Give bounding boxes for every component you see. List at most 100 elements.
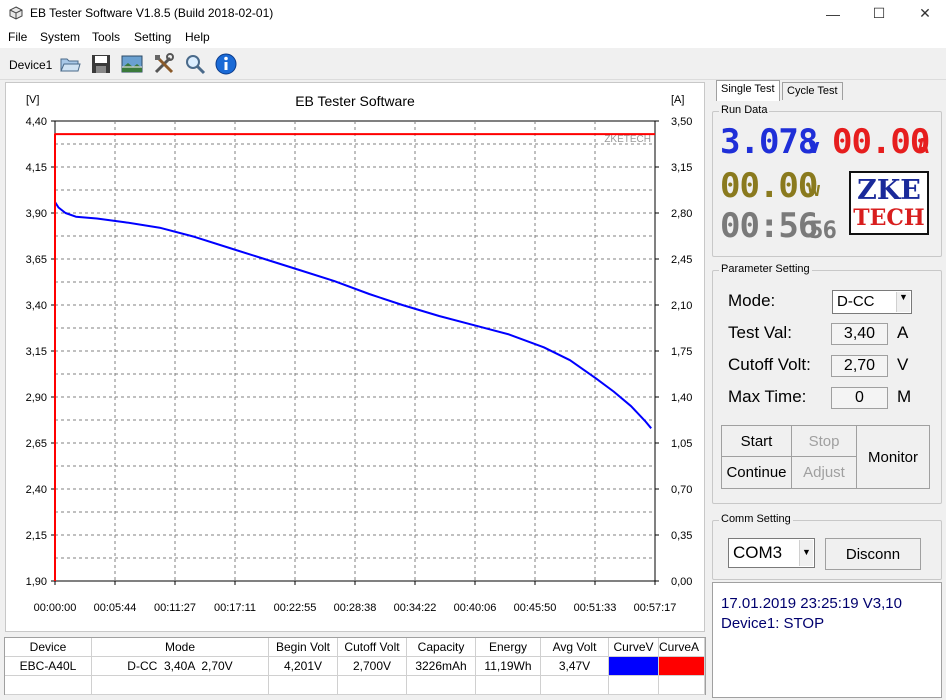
maximize-button[interactable]: ☐ [872,5,886,21]
parameter-setting-group: Parameter Setting Mode: D-CC ▼ Test Val:… [712,263,942,504]
table-cell-energy[interactable]: 11,19Wh [476,657,541,676]
header-capacity: Capacity [407,638,476,657]
chart-grid [55,121,655,581]
max-time-input[interactable]: 0 [831,387,888,409]
zke-tech-logo: ZKE TECH [849,171,929,235]
power-display: 00.00 [720,166,818,206]
title-bar: EB Tester Software V1.8.5 (Build 2018-02… [0,0,946,27]
test-val-input[interactable]: 3,40 [831,323,888,345]
x-tick-label: 00:00:00 [34,602,77,614]
table-cell-empty [609,676,659,695]
left-axis-ticks: 4,40 4,15 3,90 3,65 3,40 3,15 2,90 2,65 2,40 2,15… [26,116,55,588]
left-tick-label: 3,90 [26,208,47,220]
x-tick-label: 00:40:06 [454,602,497,614]
table-cell-begin-volt[interactable]: 4,201V [269,657,338,676]
x-tick-label: 00:17:11 [214,602,256,614]
time-seconds: 56 [809,216,837,244]
logo-text-tech: TECH [853,205,925,231]
cutoff-volt-input[interactable]: 2,70 [831,355,888,377]
save-icon[interactable] [89,52,113,76]
table-cell-empty [541,676,609,695]
menu-help[interactable]: Help [185,30,210,44]
left-tick-label: 2,40 [26,484,47,496]
status-device-line: Device1: STOP [721,615,825,632]
menu-setting[interactable]: Setting [134,30,172,44]
menu-file[interactable]: File [8,30,28,44]
start-button[interactable]: Start [721,425,792,457]
left-tick-label: 3,15 [26,346,47,358]
tab-single-test[interactable]: Single Test [716,80,780,101]
voltage-series-line [54,201,652,429]
left-tick-label: 3,65 [26,254,47,266]
magnifier-icon[interactable] [183,52,207,76]
header-curve-a: CurveA [659,638,705,657]
run-data-title: Run Data [719,104,770,116]
stop-button[interactable]: Stop [791,425,857,457]
table-cell-empty [269,676,338,695]
info-icon[interactable] [214,52,238,76]
window-title: EB Tester Software V1.8.5 (Build 2018-02… [30,6,274,20]
right-axis-unit: [A] [671,94,684,106]
menu-tools[interactable]: Tools [92,30,121,44]
right-tick-label: 0,00 [671,576,692,588]
x-tick-label: 00:28:38 [334,602,377,614]
test-val-unit: A [897,323,909,342]
adjust-button[interactable]: Adjust [791,456,857,489]
voltage-display: 3.078 [720,122,818,162]
continue-button[interactable]: Continue [721,456,792,489]
table-cell-mode[interactable]: D-CC 3,40A 2,70V [92,657,269,676]
left-tick-label: 4,40 [26,116,47,128]
right-tick-label: 1,40 [671,392,692,404]
current-unit: A [917,134,929,158]
comm-setting-title: Comm Setting [719,513,793,525]
mode-value: D-CC [837,293,875,310]
table-cell-empty [338,676,407,695]
table-cell-curve-v-swatch[interactable] [609,657,659,676]
chart-watermark: ZKETECH [604,134,651,145]
table-cell-device[interactable]: EBC-A40L [5,657,92,676]
table-cell-capacity[interactable]: 3226mAh [407,657,476,676]
menu-system[interactable]: System [40,30,81,44]
chevron-down-icon[interactable]: ▼ [896,292,910,312]
table-cell-avg-volt[interactable]: 3,47V [541,657,609,676]
toolbar: Device1 [0,48,946,80]
tab-cycle-test[interactable]: Cycle Test [782,82,843,100]
disconnect-button[interactable]: Disconn [825,538,921,570]
com-port-select[interactable]: COM3 ▼ [728,538,815,568]
run-data-group: Run Data 3.078 v 00.00 A 00.00 w 00:56 5… [712,104,942,257]
table-cell-cutoff-volt[interactable]: 2,700V [338,657,407,676]
left-axis-unit: [V] [26,94,39,106]
header-cutoff-volt: Cutoff Volt [338,638,407,657]
right-tick-label: 2,10 [671,300,692,312]
status-timestamp-line: 17.01.2019 23:25:19 V3,10 [721,595,902,612]
x-axis-ticks: 00:00:00 00:05:44 00:11:27 00:17:11 00:22:55… [34,581,677,614]
close-button[interactable]: ✕ [919,5,931,21]
left-tick-label: 4,15 [26,162,47,174]
device-label[interactable]: Device1 [9,58,53,72]
right-axis-ticks: 3,50 3,15 2,80 2,45 2,10 1,75 1,40 1,05 0,70 0,35… [655,116,692,588]
chart-title: EB Tester Software [295,93,415,109]
cutoff-volt-label: Cutoff Volt: [728,355,811,374]
right-tick-label: 3,50 [671,116,692,128]
left-tick-label: 2,90 [26,392,47,404]
comm-setting-group: Comm Setting COM3 ▼ Disconn [712,513,942,580]
x-tick-label: 00:22:55 [274,602,317,614]
test-val-label: Test Val: [728,323,792,342]
table-cell-curve-a-swatch[interactable] [659,657,705,676]
chart-area: EB Tester Software [V] [A] 4,40 4,15 3,90 3… [5,82,705,632]
chevron-down-icon[interactable]: ▼ [799,540,813,566]
header-curve-v: CurveV [609,638,659,657]
parameter-setting-title: Parameter Setting [719,263,812,275]
x-tick-label: 00:05:44 [94,602,137,614]
monitor-button[interactable]: Monitor [856,425,930,489]
picture-icon[interactable] [120,52,144,76]
x-tick-label: 00:45:50 [514,602,557,614]
open-folder-icon[interactable] [58,52,82,76]
x-tick-label: 00:51:33 [574,602,617,614]
x-tick-label: 00:57:17 [634,602,677,614]
tools-icon[interactable] [152,52,176,76]
mode-select[interactable]: D-CC ▼ [832,290,912,314]
x-tick-label: 00:34:22 [394,602,437,614]
right-tick-label: 3,15 [671,162,692,174]
minimize-button[interactable]: — [826,5,840,22]
